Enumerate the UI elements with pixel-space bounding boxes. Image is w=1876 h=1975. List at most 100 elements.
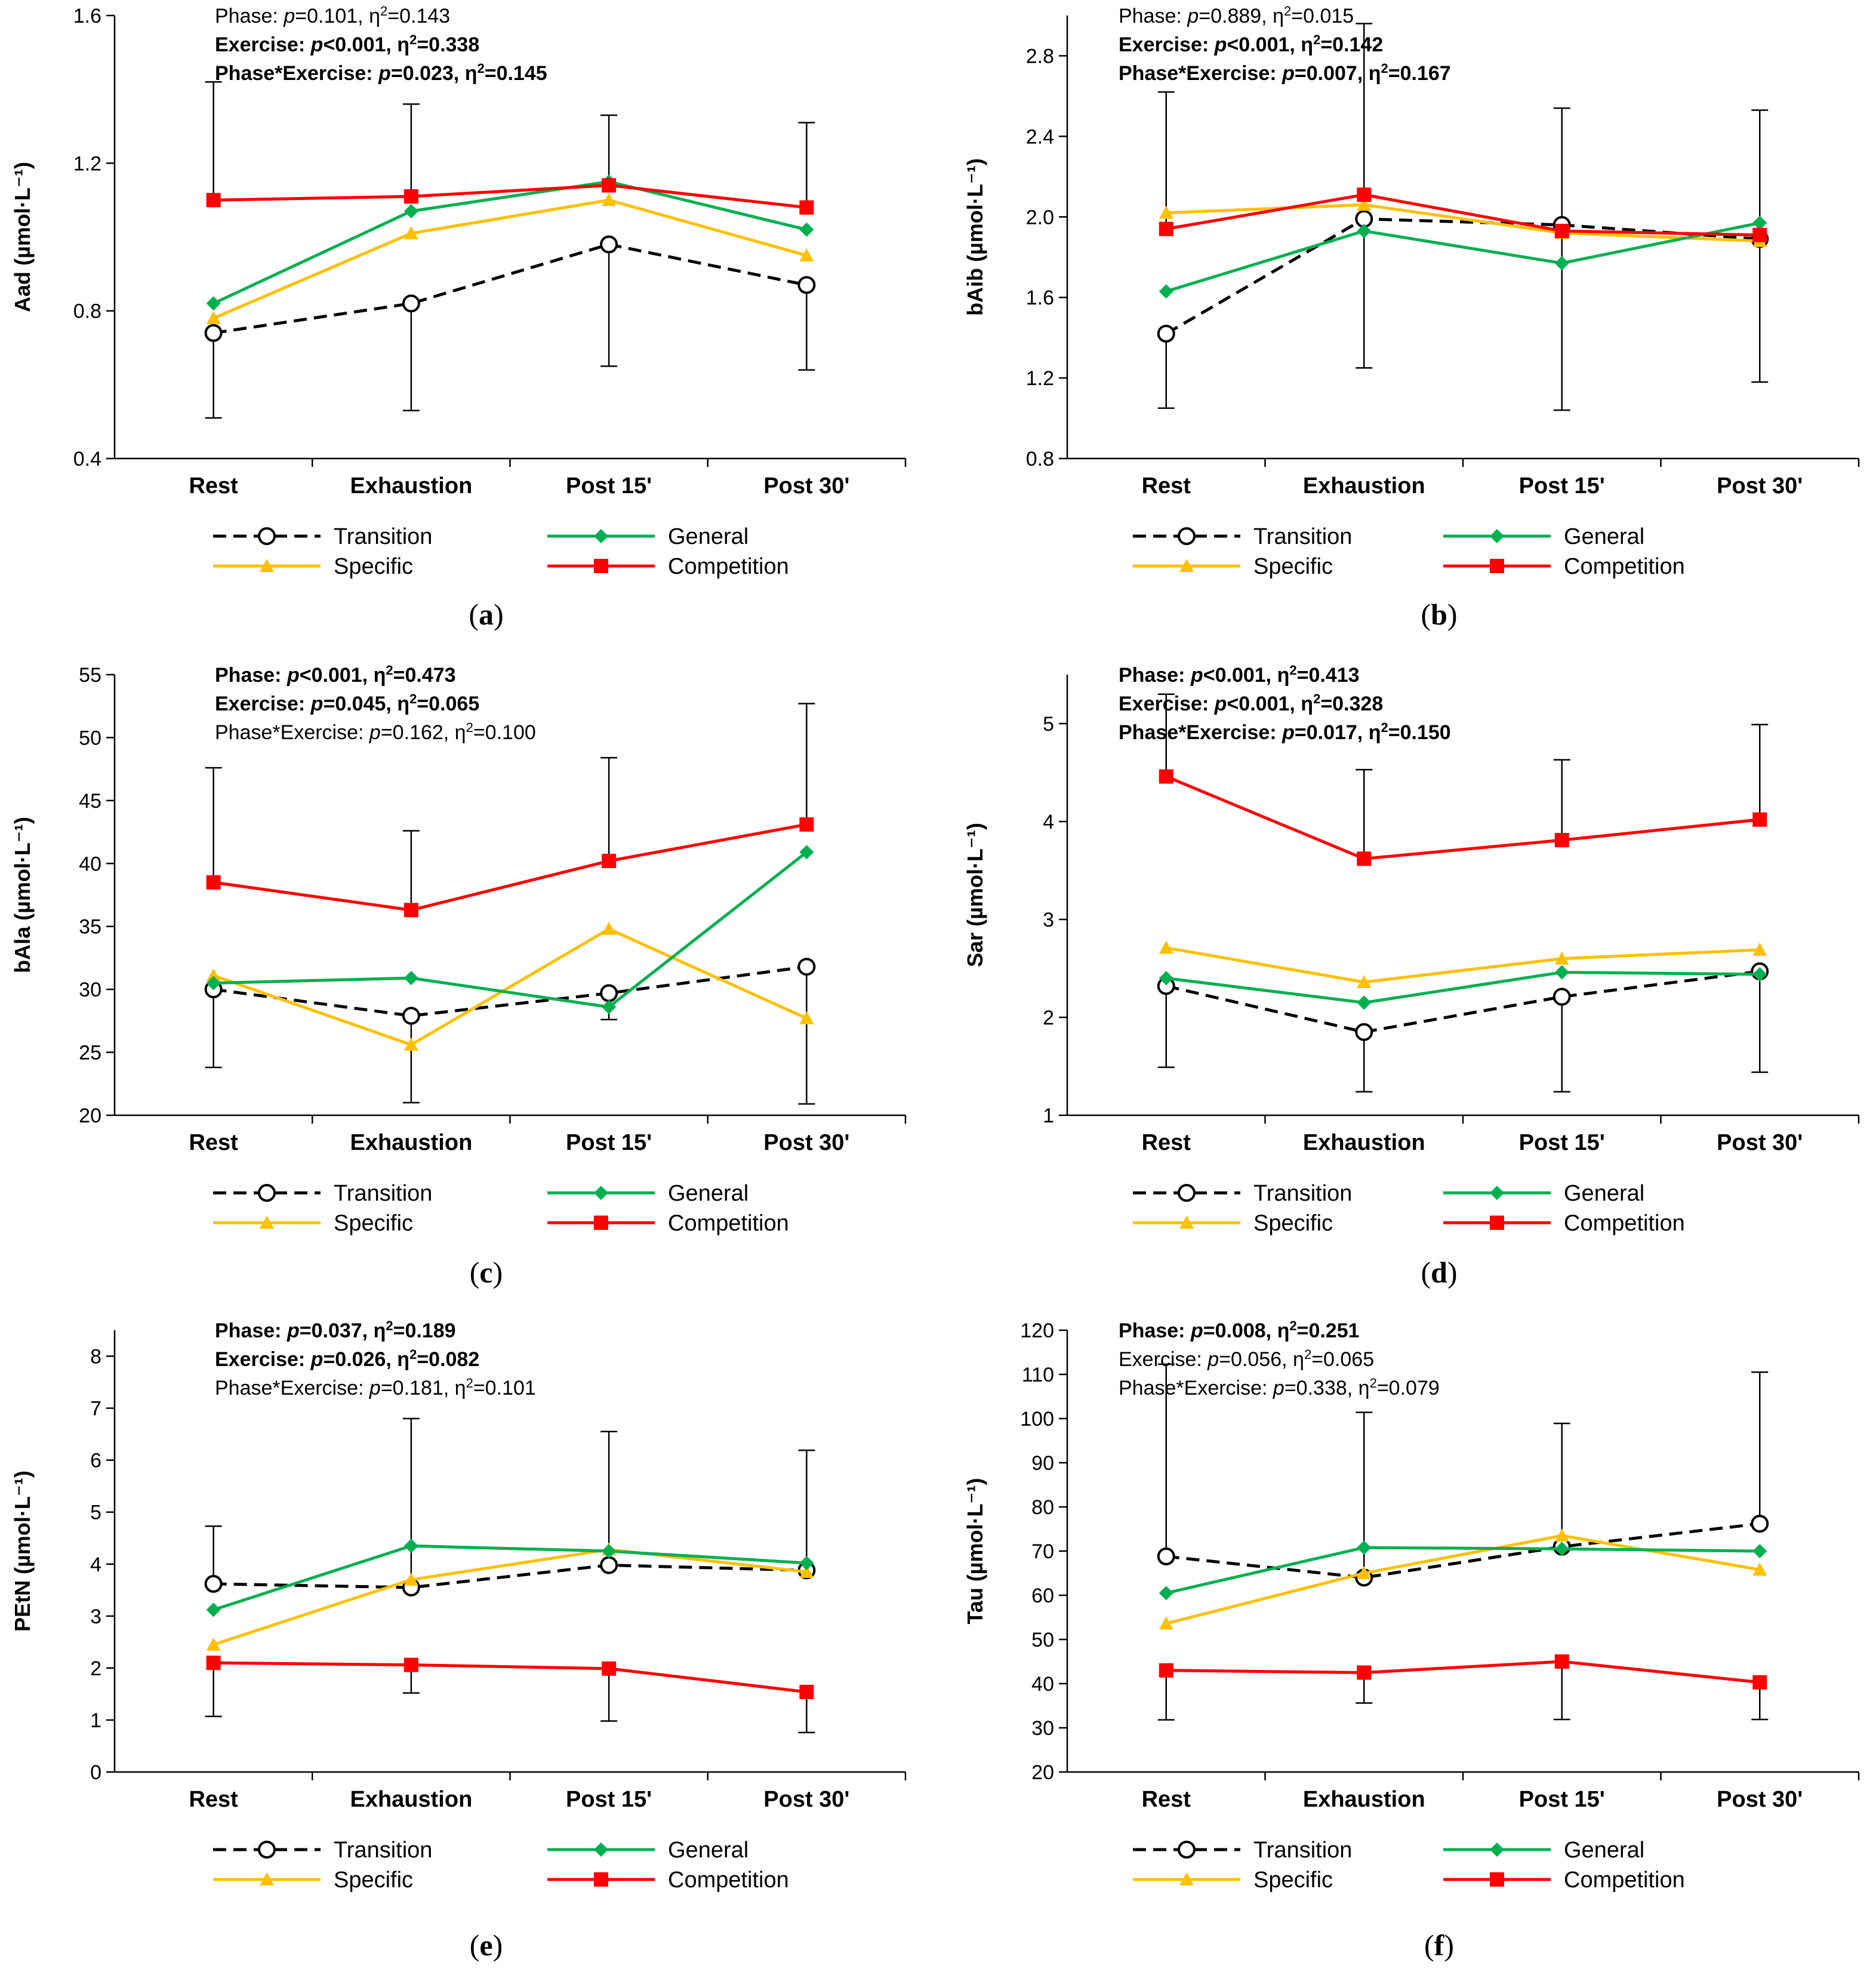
stats-p-symbol: p	[310, 1348, 324, 1371]
stats-label: Phase*Exercise:	[215, 721, 369, 744]
legend-marker-general	[594, 529, 608, 543]
stats-eta-value: =0.143	[387, 5, 450, 27]
stats-p-symbol: p	[287, 1319, 300, 1342]
data-point-transition	[797, 958, 816, 976]
data-point-general	[206, 976, 221, 990]
legend: Transition General Specific Competition	[1133, 524, 1685, 579]
data-point-competition	[799, 1684, 814, 1699]
stats-p-value: =0.008, η	[1203, 1319, 1290, 1342]
stats-p-value: =0.017, η	[1295, 721, 1381, 744]
data-point-general	[1357, 223, 1372, 238]
data-point-competition	[1752, 227, 1767, 242]
stats-eta-value: =0.142	[1320, 33, 1383, 56]
panel-label: (a)	[469, 598, 503, 631]
stats-eta-value: =0.015	[1291, 5, 1354, 27]
panel-label: (f)	[1424, 1928, 1454, 1962]
series-line-transition	[213, 965, 807, 1017]
stats-eta-value: =0.167	[1388, 62, 1451, 85]
x-tick-label: Exhaustion	[350, 1787, 472, 1812]
data-point-general	[1159, 971, 1173, 986]
data-point-competition	[1159, 1663, 1173, 1678]
series-line-competition	[213, 823, 807, 912]
stats-p-value: <0.001, η	[300, 664, 386, 687]
stats-p-value: =0.056, η	[1219, 1348, 1304, 1371]
y-tick-label: 0.4	[73, 448, 101, 470]
panel-label: (e)	[470, 1928, 503, 1962]
y-axis-label: PEtN (µmol·L⁻¹)	[10, 1471, 35, 1632]
legend-marker-competition	[1490, 1872, 1504, 1887]
stats-p-value: =0.026, η	[323, 1348, 409, 1371]
y-tick-label: 6	[90, 1450, 101, 1472]
series-line-general	[213, 851, 808, 1009]
stats-eta-superscript: 2	[409, 32, 417, 47]
stats-eta-superscript: 2	[1284, 4, 1291, 19]
legend-label-specific: Specific	[334, 1868, 413, 1893]
y-tick-label: 2.8	[1026, 45, 1054, 67]
x-tick-label: Post 30'	[763, 1130, 849, 1155]
y-tick-label: 4	[90, 1553, 101, 1576]
data-point-general	[1357, 1540, 1372, 1555]
data-point-specific	[1357, 974, 1372, 988]
legend-label-transition: Transition	[1253, 524, 1352, 549]
stats-p-value: <0.001, η	[1203, 664, 1290, 687]
y-tick-label: 90	[1031, 1452, 1054, 1475]
stats-eta-value: =0.145	[485, 62, 547, 85]
stats-label: Exercise:	[215, 693, 311, 715]
stats-p-value: =0.181, η	[381, 1377, 466, 1399]
legend-label-competition: Competition	[1564, 554, 1685, 579]
stats-label: Phase:	[1119, 1319, 1191, 1342]
legend-marker-transition	[258, 1841, 276, 1859]
stats-p-symbol: p	[1190, 1319, 1203, 1342]
series-line-specific	[212, 927, 808, 1047]
stats-label: Exercise:	[215, 1348, 311, 1371]
legend-marker-competition	[1490, 1216, 1504, 1230]
stats-eta-superscript: 2	[386, 663, 393, 678]
data-point-competition	[206, 193, 221, 208]
data-point-specific	[799, 1564, 814, 1578]
y-axis-label: bAla (µmol·L⁻¹)	[10, 817, 35, 973]
stats-eta-value: =0.338	[417, 33, 479, 56]
stats-eta-superscript: 2	[1313, 691, 1320, 706]
panel-label-letter: d	[1431, 1256, 1447, 1289]
stats-line: Exercise: p=0.026, η2=0.082	[215, 1347, 479, 1371]
data-point-transition	[1157, 324, 1175, 343]
stats-line: Exercise: p<0.001, η2=0.142	[1119, 32, 1383, 57]
stats-eta-superscript: 2	[477, 61, 484, 76]
series-line-specific	[1166, 946, 1760, 984]
series-line-general	[1166, 971, 1760, 1004]
stats-line: Exercise: p=0.056, η2=0.065	[1119, 1347, 1374, 1371]
data-point-general	[206, 296, 221, 311]
data-point-transition	[402, 294, 420, 313]
y-tick-label: 45	[79, 790, 101, 813]
data-point-general	[1752, 967, 1767, 982]
y-tick-label: 5	[1043, 713, 1054, 736]
y-tick-label: 100	[1020, 1408, 1054, 1431]
series-line-general	[212, 1544, 807, 1611]
panel-label-letter: e	[479, 1928, 492, 1962]
stats-eta-superscript: 2	[1289, 663, 1296, 678]
stats-eta-superscript: 2	[386, 1318, 393, 1333]
x-tick-label: Exhaustion	[1303, 473, 1425, 499]
series-line-transition	[213, 1564, 807, 1589]
x-tick-label: Post 15'	[566, 1130, 652, 1155]
legend-marker-transition	[1178, 527, 1196, 545]
data-point-competition	[1554, 1654, 1569, 1669]
stats-eta-value: =0.251	[1297, 1319, 1360, 1342]
stats-eta-value: =0.189	[393, 1319, 456, 1342]
data-point-general	[1554, 256, 1569, 270]
stats-line: Exercise: p<0.001, η2=0.338	[215, 32, 479, 57]
y-tick-label: 25	[79, 1042, 101, 1065]
stats-eta-superscript: 2	[1381, 61, 1388, 76]
legend-label-competition: Competition	[668, 1868, 789, 1893]
legend-label-general: General	[668, 1181, 748, 1206]
stats-label: Phase*Exercise:	[1119, 1377, 1273, 1399]
stats-p-value: =0.023, η	[391, 62, 478, 85]
x-tick-label: Rest	[189, 1130, 238, 1155]
data-point-transition	[1751, 1515, 1769, 1533]
stats-line: Phase: p=0.889, η2=0.015	[1119, 4, 1354, 28]
panel-label-paren: (	[1421, 598, 1431, 631]
stats-p-value: =0.007, η	[1295, 62, 1381, 85]
legend-marker-general	[594, 1186, 608, 1200]
stats-p-symbol: p	[1273, 1377, 1284, 1399]
legend-label-general: General	[1564, 524, 1644, 549]
